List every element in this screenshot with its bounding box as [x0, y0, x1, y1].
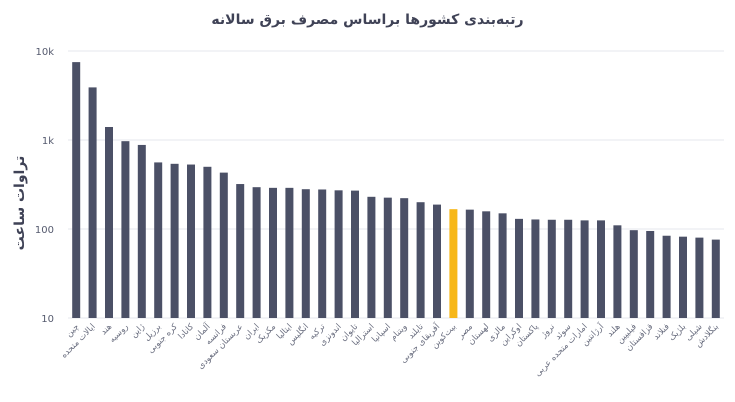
x-tick-label: کانادا [176, 321, 196, 341]
bar [433, 204, 441, 318]
bar [711, 239, 720, 318]
bar [383, 197, 392, 318]
bar [547, 219, 556, 318]
bar [597, 220, 605, 318]
bar [629, 230, 638, 318]
y-axis-label: تراوات ساعت [12, 156, 28, 251]
bar [187, 164, 195, 318]
bar [482, 211, 491, 318]
bar [400, 198, 409, 318]
bars [72, 62, 720, 319]
bar [449, 209, 458, 318]
bar [679, 236, 687, 318]
bar [170, 163, 179, 318]
x-tick-label: فنلاند [652, 322, 672, 342]
bar [121, 141, 130, 318]
bar [580, 220, 589, 318]
bar [285, 187, 294, 318]
y-tick-label: 1k [42, 136, 54, 147]
bar [252, 187, 261, 318]
chart-title: رتبه‌بندی کشورها براساس مصرف برق سالانه [211, 12, 524, 28]
bar [154, 162, 163, 318]
y-tick-label: 10 [41, 314, 54, 325]
bar [515, 218, 523, 318]
bar [646, 230, 655, 318]
bar [613, 225, 622, 318]
bar [334, 190, 343, 318]
bar [367, 196, 376, 318]
bar [219, 172, 228, 318]
bar [269, 187, 277, 318]
bar [498, 213, 507, 318]
bar [531, 219, 540, 318]
y-tick-label: 100 [35, 225, 54, 236]
x-tick-label: روسیه [108, 322, 131, 345]
y-axis: 10 100 1k 10k [35, 47, 54, 325]
bar [236, 184, 245, 318]
grid-lines [68, 50, 724, 319]
bar [465, 209, 474, 318]
bar [203, 166, 212, 318]
bar [88, 87, 97, 318]
bar [351, 190, 359, 318]
bar [72, 62, 81, 318]
bar [105, 126, 113, 319]
bar [695, 237, 704, 318]
bar [137, 144, 146, 318]
bar [416, 202, 425, 318]
x-tick-label: بلژیک [667, 322, 688, 343]
bar [564, 219, 573, 318]
x-tick-label: ویتنام [388, 322, 409, 343]
bar [662, 235, 671, 318]
y-tick-label: 10k [35, 47, 54, 58]
x-tick-label: نروژ [538, 322, 557, 341]
bar [318, 189, 327, 318]
bar [301, 189, 310, 318]
